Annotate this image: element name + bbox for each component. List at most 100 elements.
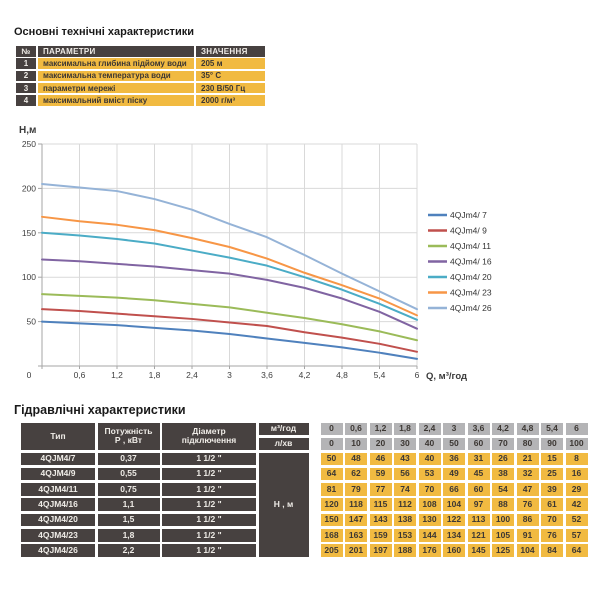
spec-row-param: максимальна температура води [38, 70, 194, 82]
flow-m3-cell: 5,4 [541, 423, 563, 435]
spec-row-param: параметри мережі [38, 82, 194, 94]
head-value-cell: 66 [443, 483, 465, 496]
head-value-cell: 31 [467, 452, 490, 466]
head-value-cell: 112 [394, 498, 416, 511]
hydro-head-label: Н , м [258, 452, 309, 557]
y-tick-label: 150 [22, 228, 36, 238]
flow-l-cell: 50 [443, 437, 465, 450]
head-value-cell: 54 [492, 483, 514, 496]
pump-diameter-cell: 1 1/2 " [162, 513, 256, 527]
head-value-cell: 163 [345, 529, 367, 542]
flow-l-cell: 60 [467, 437, 490, 450]
flow-m3-cell: 6 [565, 423, 588, 435]
pump-type-cell: 4QJM4/9 [21, 467, 95, 481]
head-value-cell: 26 [492, 452, 514, 466]
head-value-cell: 61 [541, 498, 563, 511]
head-value-cell: 79 [345, 483, 367, 496]
head-value-cell: 25 [541, 467, 563, 481]
head-value-cell: 120 [320, 498, 343, 511]
head-value-cell: 143 [369, 513, 392, 527]
head-value-cell: 49 [443, 467, 465, 481]
head-value-cell: 60 [467, 483, 490, 496]
pump-power-cell: 2,2 [97, 544, 160, 557]
head-value-cell: 118 [345, 498, 367, 511]
y-tick-label: 100 [22, 272, 36, 282]
flow-l-cell: 80 [516, 437, 539, 450]
pump-type-cell: 4QJM4/23 [21, 529, 95, 542]
x-axis-title: Q, м³/год [426, 371, 467, 382]
pump-type-cell: 4QJM4/16 [21, 498, 95, 511]
head-value-cell: 8 [565, 452, 588, 466]
head-value-cell: 56 [394, 467, 416, 481]
flow-m3-cell: 3,6 [467, 423, 490, 435]
head-value-cell: 97 [467, 498, 490, 511]
pump-diameter-cell: 1 1/2 " [162, 483, 256, 496]
y-axis-title: Н,м [19, 125, 36, 136]
hydraulics-section-title: Гідравлічні характеристики [14, 403, 186, 417]
head-value-cell: 145 [467, 544, 490, 557]
flow-m3-cell: 0,6 [345, 423, 367, 435]
head-value-cell: 47 [516, 483, 539, 496]
pump-curve-5 [41, 231, 418, 321]
head-value-cell: 201 [345, 544, 367, 557]
pump-power-cell: 0,75 [97, 483, 160, 496]
pump-diameter-cell: 1 1/2 " [162, 498, 256, 511]
flow-l-cell: 20 [369, 437, 392, 450]
x-tick-label: 1,2 [111, 370, 123, 380]
legend-label: 4QJm4/ 26 [450, 303, 492, 313]
spec-table: № ПАРАМЕТРИ ЗНАЧЕННЯ 1 максимальна глибина п… [16, 46, 265, 106]
head-value-cell: 64 [320, 467, 343, 481]
pump-type-cell: 4QJM4/7 [21, 452, 95, 466]
x-tick-label: 1,8 [149, 370, 161, 380]
head-value-cell: 76 [516, 498, 539, 511]
head-value-cell: 81 [320, 483, 343, 496]
flow-l-cell: 100 [565, 437, 588, 450]
head-value-cell: 188 [394, 544, 416, 557]
flow-l-cell: 10 [345, 437, 367, 450]
x-tick-label: 0 [27, 370, 32, 380]
head-value-cell: 108 [418, 498, 441, 511]
head-value-cell: 100 [492, 513, 514, 527]
spec-row-value: 2000 г/м³ [196, 95, 265, 106]
hydro-col-power: Потужність Р , кВт [97, 423, 160, 450]
head-value-cell: 144 [418, 529, 441, 542]
head-value-cell: 50 [320, 452, 343, 466]
spec-row-param: максимальний вміст піску [38, 95, 194, 106]
pump-curve-7 [41, 182, 418, 311]
head-value-cell: 176 [418, 544, 441, 557]
head-value-cell: 125 [492, 544, 514, 557]
pump-curves-chart: 50 100 150 200 250 0 0,6 1,2 1,8 2,4 3 3,6 4,2 4,8 5,4… [0, 117, 600, 392]
spec-header-num: № [16, 46, 36, 57]
flow-m3-cell: 3 [443, 423, 465, 435]
head-value-cell: 121 [467, 529, 490, 542]
x-tick-label: 4,2 [299, 370, 311, 380]
flow-m3-cell: 1,2 [369, 423, 392, 435]
flow-m3-cell: 2,4 [418, 423, 441, 435]
pump-type-cell: 4QJM4/26 [21, 544, 95, 557]
x-tick-label: 3 [227, 370, 232, 380]
flow-l-cell: 70 [492, 437, 514, 450]
legend-label: 4QJm4/ 16 [450, 257, 492, 267]
head-value-cell: 70 [418, 483, 441, 496]
head-value-cell: 86 [516, 513, 539, 527]
head-value-cell: 134 [443, 529, 465, 542]
hydro-col-diameter-line2: підключення [181, 435, 237, 446]
head-value-cell: 16 [565, 467, 588, 481]
head-value-cell: 160 [443, 544, 465, 557]
pump-power-cell: 1,8 [97, 529, 160, 542]
y-tick-label: 50 [27, 317, 37, 327]
spec-row-num: 4 [16, 95, 36, 106]
head-value-cell: 64 [565, 544, 588, 557]
head-value-cell: 91 [516, 529, 539, 542]
spec-row-value: 230 В/50 Гц [196, 82, 265, 94]
flow-m3-cell: 0 [320, 423, 343, 435]
x-tick-label: 2,4 [186, 370, 198, 380]
hydro-col-diameter-line1: Діаметр [192, 426, 226, 437]
head-value-cell: 38 [492, 467, 514, 481]
head-value-cell: 115 [369, 498, 392, 511]
head-value-cell: 45 [467, 467, 490, 481]
hydro-col-type: Тип [21, 423, 95, 450]
x-tick-label: 6 [415, 370, 420, 380]
head-value-cell: 62 [345, 467, 367, 481]
